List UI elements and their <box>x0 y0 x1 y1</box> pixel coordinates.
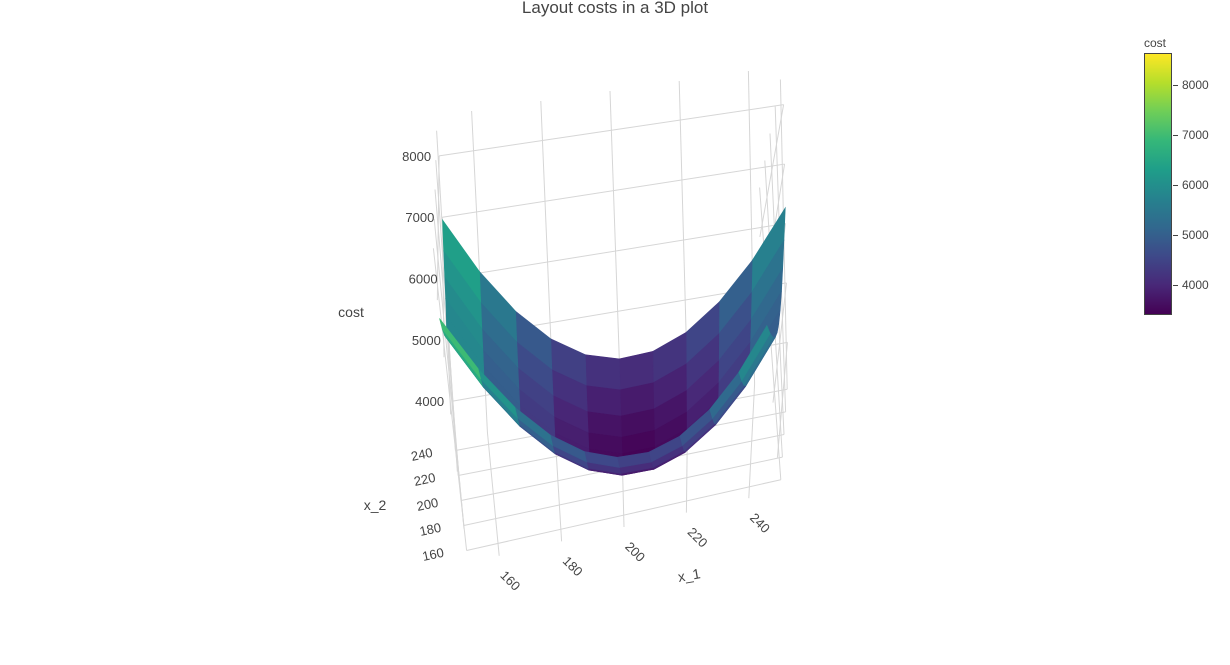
colorbar-title: cost <box>1144 36 1167 50</box>
y-tick-label: 180 <box>418 520 442 539</box>
surface-patch <box>439 318 481 380</box>
backwall-gridline-z <box>442 163 785 218</box>
colorbar-tick-label: 8000 <box>1182 78 1209 93</box>
colorbar-tick <box>1173 235 1178 237</box>
sidewall-gridline-z <box>772 282 787 403</box>
colorbar-gradient <box>1144 53 1172 315</box>
y-tick-label: 200 <box>415 495 439 514</box>
y-tick-label: 220 <box>412 470 436 489</box>
x-tick-label: 160 <box>497 568 523 594</box>
x-tick-label: 220 <box>685 524 711 550</box>
backwall-gridline-z <box>445 222 786 280</box>
colorbar-tick-label: 6000 <box>1182 178 1209 193</box>
colorbar-tick <box>1173 285 1178 287</box>
colorbar: cost 4000 5000 6000 7000 8000 <box>1140 36 1230 326</box>
surface-layer <box>439 206 786 476</box>
y-axis-title: x_2 <box>364 497 387 513</box>
backwall-gridline-x <box>609 90 622 409</box>
chart-title: Layout costs in a 3D plot <box>521 0 709 17</box>
colorbar-tick-label: 7000 <box>1182 128 1209 143</box>
x-axis-title: x_1 <box>677 565 702 585</box>
x-tick-label: 200 <box>622 539 648 565</box>
axis-title-layer: x_1 x_2 cost <box>338 304 702 585</box>
colorbar-tick-label: 5000 <box>1182 228 1209 243</box>
z-tick-label: 5000 <box>412 333 441 348</box>
colorbar-tick <box>1173 135 1178 137</box>
x-tick-label: 240 <box>747 510 773 536</box>
colorbar-tick-label: 4000 <box>1182 278 1209 293</box>
y-tick-label: 240 <box>410 445 434 464</box>
z-tick-label: 6000 <box>409 272 438 287</box>
z-axis-title: cost <box>338 304 364 320</box>
sidewall-gridline-z <box>776 342 788 458</box>
surface-patch <box>584 354 621 391</box>
surface-patch <box>585 385 622 417</box>
y-tick-label: 160 <box>421 545 445 564</box>
floor-gridline-x <box>748 383 756 499</box>
z-tick-label: 8000 <box>402 149 431 164</box>
sidewall-gridline-z <box>759 104 785 237</box>
colorbar-tick <box>1173 85 1178 87</box>
x-tick-label: 180 <box>560 553 586 579</box>
z-tick-label: 4000 <box>415 394 444 409</box>
z-tick-label: 7000 <box>405 210 434 225</box>
colorbar-tick <box>1173 185 1178 187</box>
backwall-gridline-z <box>439 104 784 157</box>
